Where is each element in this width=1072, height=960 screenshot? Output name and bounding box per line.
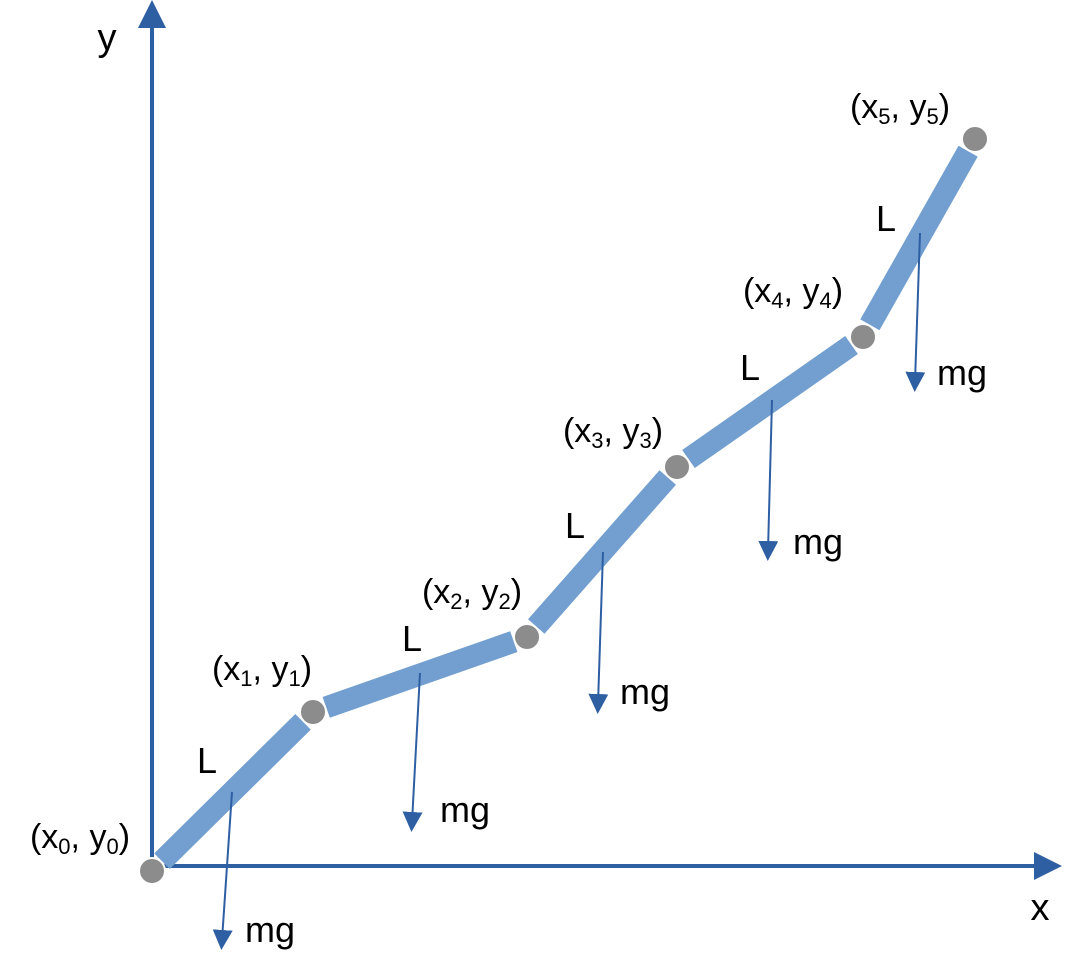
node-label-part: , y xyxy=(71,818,107,856)
node-index: 5 xyxy=(926,104,938,129)
gravity-arrow xyxy=(402,672,423,832)
node-index: 1 xyxy=(288,666,300,691)
node-label-part: ) xyxy=(939,88,950,126)
links: L L L L L xyxy=(154,145,978,869)
force-label: mg xyxy=(245,909,295,950)
length-label: L xyxy=(740,347,760,388)
node-index: 5 xyxy=(878,104,890,129)
node-index: 3 xyxy=(591,428,603,453)
node-index: 0 xyxy=(58,834,70,859)
node-label-part: (x xyxy=(743,272,771,310)
node-label-part: (x xyxy=(212,650,240,688)
length-label: L xyxy=(402,618,422,659)
force-label: mg xyxy=(620,671,670,712)
joints xyxy=(138,125,989,885)
force-label: mg xyxy=(440,789,490,830)
node-index: 4 xyxy=(771,288,783,313)
joint xyxy=(663,453,691,481)
gravity-arrow xyxy=(905,232,926,392)
joint xyxy=(299,698,327,726)
node-label: (x1, y1) xyxy=(212,650,312,691)
forces: mg mg mg mg mg xyxy=(212,232,987,950)
joint xyxy=(138,857,166,885)
force-label: mg xyxy=(793,521,843,562)
gravity-arrow xyxy=(588,551,609,714)
length-label: L xyxy=(876,198,896,239)
node-index: 2 xyxy=(498,589,510,614)
node-index: 3 xyxy=(639,428,651,453)
node-label: (x0, y0) xyxy=(30,818,130,859)
node-label-part: , y xyxy=(784,272,820,310)
node-label-part: ) xyxy=(119,818,130,856)
node-label: (x2, y2) xyxy=(422,573,522,614)
gravity-arrow xyxy=(212,791,233,950)
node-label-part: , y xyxy=(253,650,289,688)
y-axis-label: y xyxy=(98,17,117,59)
joint xyxy=(849,323,877,351)
length-label: L xyxy=(197,740,217,781)
node-label-part: ) xyxy=(832,272,843,310)
node-index: 2 xyxy=(450,589,462,614)
node-label-part: ) xyxy=(511,573,522,611)
node-label-part: (x xyxy=(563,412,591,450)
node-index: 4 xyxy=(819,288,831,313)
link xyxy=(682,336,858,468)
node-label-part: ) xyxy=(301,650,312,688)
x-axis-label: x xyxy=(1031,887,1050,929)
joint xyxy=(513,623,541,651)
joint xyxy=(961,125,989,153)
gravity-arrow xyxy=(758,399,779,561)
node-index: 1 xyxy=(240,666,252,691)
node-label-part: , y xyxy=(463,573,499,611)
node-label: (x4, y4) xyxy=(743,272,843,313)
node-label-part: (x xyxy=(850,88,878,126)
node-index: 0 xyxy=(106,834,118,859)
node-label-part: , y xyxy=(891,88,927,126)
length-label: L xyxy=(565,505,585,546)
link xyxy=(154,714,311,869)
node-label-part: (x xyxy=(422,573,450,611)
force-label: mg xyxy=(937,352,987,393)
node-label-part: , y xyxy=(604,412,640,450)
node-label: (x3, y3) xyxy=(563,412,663,453)
node-label-part: ) xyxy=(652,412,663,450)
node-label-part: (x xyxy=(30,818,58,856)
node-label: (x5, y5) xyxy=(850,88,950,129)
